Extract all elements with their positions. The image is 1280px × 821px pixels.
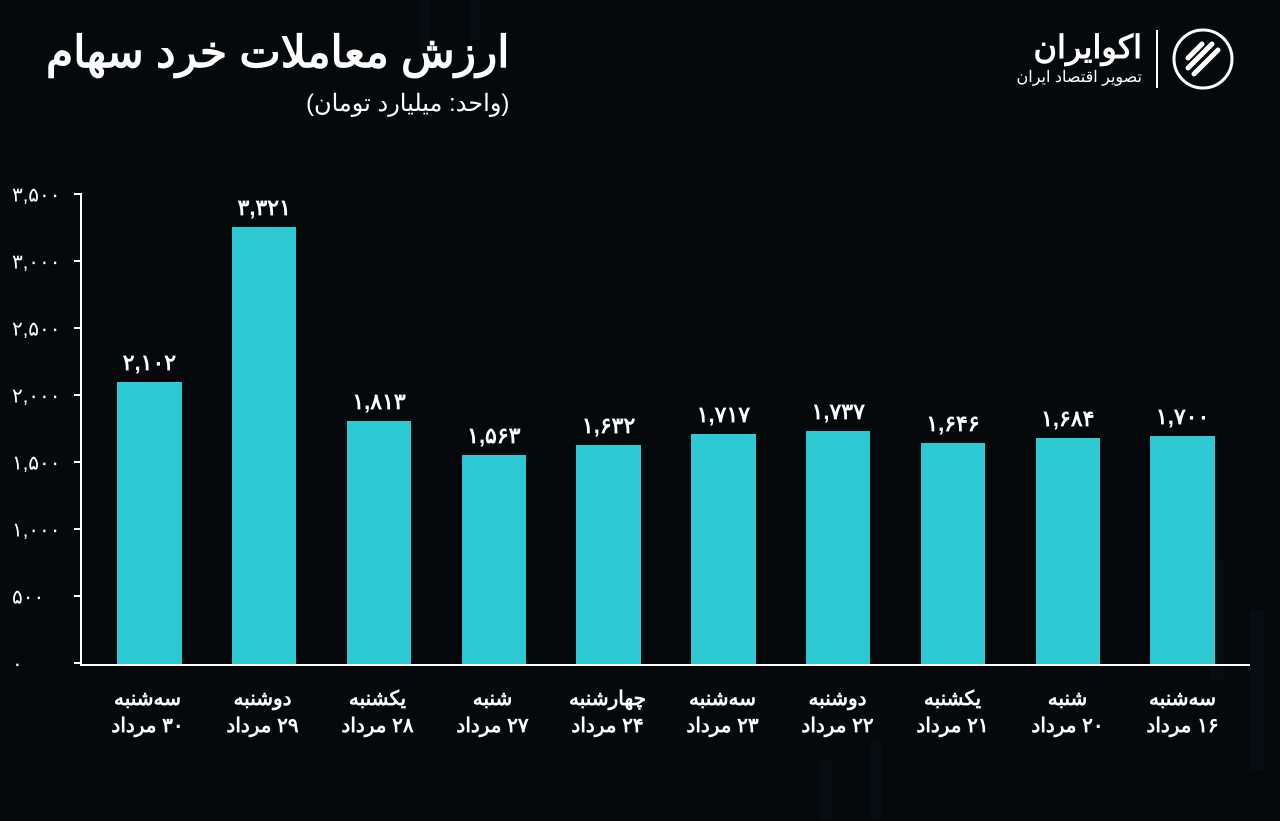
bar-value-label: ۱,۷۳۷ bbox=[812, 399, 865, 425]
bar: ۱,۷۰۰ bbox=[1125, 195, 1240, 664]
plot-area: ۱,۷۰۰ ۱,۶۸۴ ۱,۶۴۶ ۱,۷۳۷ ۱,۷۱۷ ۱,۶۳۲ ۱,۵۶۳ ۱,۸۱۳… bbox=[80, 195, 1250, 666]
bar-chart: ۱,۷۰۰ ۱,۶۸۴ ۱,۶۴۶ ۱,۷۳۷ ۱,۷۱۷ ۱,۶۳۲ ۱,۵۶۳ ۱,۸۱۳… bbox=[80, 195, 1250, 781]
bar-rect bbox=[232, 227, 296, 664]
y-tick-label: ۲,۰۰۰ bbox=[12, 384, 72, 409]
bar-rect bbox=[347, 421, 411, 664]
brand-tagline: تصویر اقتصاد ایران bbox=[1017, 67, 1142, 87]
bar-value-label: ۱,۶۴۶ bbox=[926, 411, 979, 437]
x-tick-label: یکشنبه۲۸ مرداد bbox=[320, 676, 435, 781]
bar: ۱,۶۳۲ bbox=[551, 195, 666, 664]
bar-rect bbox=[691, 434, 755, 664]
y-tick-label: ۳,۰۰۰ bbox=[12, 250, 72, 275]
bar: ۱,۶۸۴ bbox=[1010, 195, 1125, 664]
chart-subtitle: (واحد: میلیارد تومان) bbox=[46, 89, 509, 118]
y-tick-label: ۲,۵۰۰ bbox=[12, 317, 72, 342]
bar-value-label: ۱,۷۰۰ bbox=[1156, 404, 1209, 430]
x-tick-label: دوشنبه۲۹ مرداد bbox=[205, 676, 320, 781]
logo-divider bbox=[1156, 30, 1158, 88]
brand-name: اکوایران bbox=[1017, 31, 1142, 63]
bar-rect bbox=[117, 382, 181, 664]
x-tick-label: سه‌شنبه۲۳ مرداد bbox=[665, 676, 780, 781]
x-tick-label: شنبه۲۷ مرداد bbox=[435, 676, 550, 781]
x-tick-label: دوشنبه۲۲ مرداد bbox=[780, 676, 895, 781]
bars-container: ۱,۷۰۰ ۱,۶۸۴ ۱,۶۴۶ ۱,۷۳۷ ۱,۷۱۷ ۱,۶۳۲ ۱,۵۶۳ ۱,۸۱۳… bbox=[82, 195, 1250, 664]
brand-logo: اکوایران تصویر اقتصاد ایران bbox=[1017, 28, 1234, 90]
bar-rect bbox=[806, 431, 870, 664]
bar-rect bbox=[576, 445, 640, 664]
x-tick-label: یکشنبه۲۱ مرداد bbox=[895, 676, 1010, 781]
bar-rect bbox=[462, 455, 526, 664]
bar-value-label: ۱,۶۸۴ bbox=[1041, 406, 1094, 432]
bar: ۳,۳۲۱ bbox=[207, 195, 322, 664]
x-tick-label: چهارشنبه۲۴ مرداد bbox=[550, 676, 665, 781]
x-axis-labels: سه‌شنبه۱۶ مردادشنبه۲۰ مردادیکشنبه۲۱ مردا… bbox=[80, 676, 1250, 781]
chart-title: ارزش معاملات خرد سهام bbox=[46, 28, 509, 79]
bar: ۱,۷۳۷ bbox=[781, 195, 896, 664]
bar-rect bbox=[1150, 436, 1214, 664]
bar-rect bbox=[921, 443, 985, 664]
bar-value-label: ۱,۷۱۷ bbox=[697, 402, 750, 428]
bar-value-label: ۱,۸۱۳ bbox=[352, 389, 405, 415]
bar-value-label: ۱,۶۳۲ bbox=[582, 413, 635, 439]
y-tick-label: ۱,۵۰۰ bbox=[12, 451, 72, 476]
y-tick-label: ۰ bbox=[12, 652, 72, 677]
y-tick-label: ۱,۰۰۰ bbox=[12, 518, 72, 543]
bar: ۱,۶۴۶ bbox=[896, 195, 1011, 664]
chart-header: اکوایران تصویر اقتصاد ایران ارزش معاملات… bbox=[0, 28, 1280, 118]
bar-value-label: ۲,۱۰۲ bbox=[123, 350, 176, 376]
brand-mark-icon bbox=[1172, 28, 1234, 90]
bar-value-label: ۱,۵۶۳ bbox=[467, 423, 520, 449]
bar: ۱,۷۱۷ bbox=[666, 195, 781, 664]
bar: ۱,۵۶۳ bbox=[436, 195, 551, 664]
y-tick-label: ۵۰۰ bbox=[12, 585, 72, 610]
x-tick-label: شنبه۲۰ مرداد bbox=[1010, 676, 1125, 781]
bar: ۱,۸۱۳ bbox=[322, 195, 437, 664]
y-tick-label: ۳,۵۰۰ bbox=[12, 183, 72, 208]
bar-rect bbox=[1036, 438, 1100, 664]
bar-value-label: ۳,۳۲۱ bbox=[238, 195, 291, 221]
x-tick-label: سه‌شنبه۳۰ مرداد bbox=[90, 676, 205, 781]
bar: ۲,۱۰۲ bbox=[92, 195, 207, 664]
x-tick-label: سه‌شنبه۱۶ مرداد bbox=[1125, 676, 1240, 781]
